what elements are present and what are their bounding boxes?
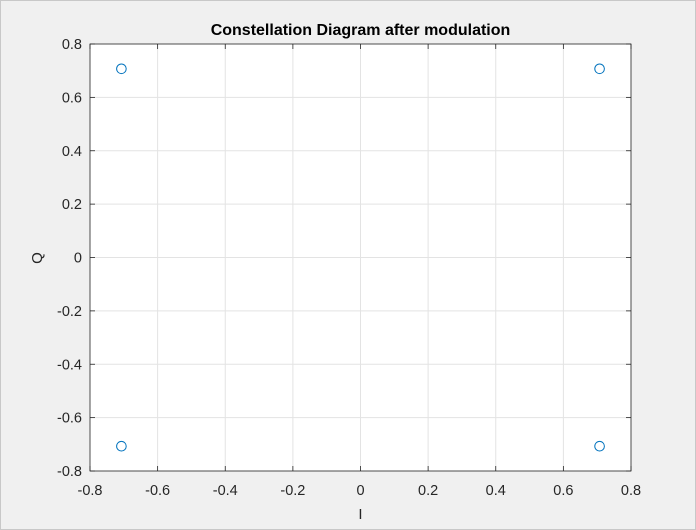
y-tick-labels: -0.8 -0.6 -0.4 -0.2 0 0.2 0.4 0.6 0.8 bbox=[57, 37, 82, 480]
y-axis-label: Q bbox=[29, 252, 46, 264]
y-tick-label: 0.8 bbox=[62, 37, 82, 53]
x-tick-label: -0.6 bbox=[145, 483, 170, 499]
y-tick-label: -0.6 bbox=[57, 411, 82, 427]
x-tick-labels: -0.8 -0.6 -0.4 -0.2 0 0.2 0.4 0.6 0.8 bbox=[78, 483, 642, 499]
y-tick-label: 0.4 bbox=[62, 144, 82, 160]
y-tick-label: 0.6 bbox=[62, 90, 82, 106]
tick-marks bbox=[89, 43, 632, 472]
data-point bbox=[594, 63, 605, 75]
y-tick-label: -0.2 bbox=[57, 304, 82, 320]
x-tick-label: 0.6 bbox=[553, 483, 573, 499]
data-point bbox=[594, 440, 605, 452]
x-tick-label: 0 bbox=[356, 483, 364, 499]
chart-title: Constellation Diagram after modulation bbox=[211, 22, 511, 39]
x-tick-label: 0.4 bbox=[486, 483, 506, 499]
data-point bbox=[116, 440, 127, 452]
y-tick-label: -0.8 bbox=[57, 464, 82, 480]
x-tick-label: -0.4 bbox=[213, 483, 238, 499]
x-tick-label: -0.8 bbox=[78, 483, 103, 499]
y-tick-label: 0.2 bbox=[62, 197, 82, 213]
x-tick-label: 0.2 bbox=[418, 483, 438, 499]
x-axis-label: I bbox=[358, 506, 362, 523]
y-tick-label: -0.4 bbox=[57, 357, 82, 373]
data-point bbox=[116, 63, 127, 75]
y-tick-label: 0 bbox=[74, 251, 82, 267]
data-points bbox=[116, 63, 605, 452]
x-tick-label: 0.8 bbox=[621, 483, 641, 499]
x-tick-label: -0.2 bbox=[280, 483, 305, 499]
